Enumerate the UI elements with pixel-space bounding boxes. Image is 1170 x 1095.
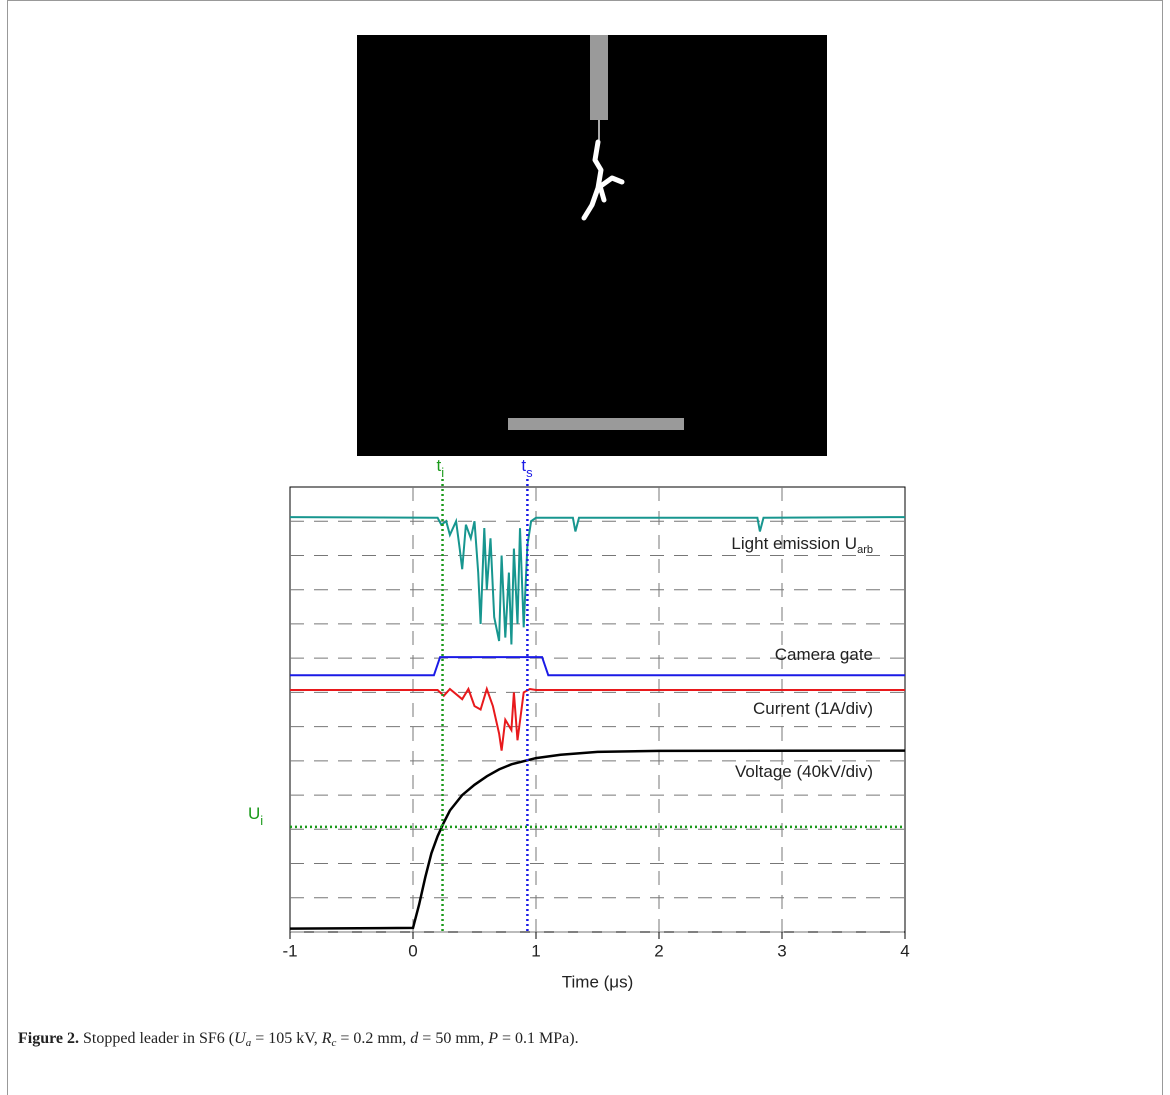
caption-text: U <box>234 1030 246 1047</box>
caption-text: d <box>410 1030 419 1047</box>
caption-text: c <box>331 1037 337 1049</box>
trace-label-subscript: arb <box>857 544 873 556</box>
x-tick-label: 1 <box>531 941 540 960</box>
trace <box>290 685 905 751</box>
x-tick-label: 3 <box>777 941 786 960</box>
plot-frame <box>289 486 906 933</box>
marker-label-subscript: i <box>441 465 444 480</box>
trace-label-text: Voltage (40kV/div) <box>735 762 873 781</box>
x-axis-label: Time (μs) <box>562 972 634 991</box>
caption: Figure 2. Stopped leader in SF6 (Ua = 10… <box>18 1030 579 1049</box>
marker-label: ts <box>521 456 533 480</box>
caption-text: Stopped leader in SF6 ( <box>79 1030 235 1047</box>
photo <box>357 35 827 456</box>
caption-text: = 0.1 MPa). <box>498 1030 579 1047</box>
caption-text: = 105 kV, <box>251 1030 322 1047</box>
marker-label-text: U <box>248 804 260 823</box>
marker-label-subscript: s <box>526 465 533 480</box>
trace-label-text: Current (1A/div) <box>753 699 873 718</box>
trace-label-text: Camera gate <box>775 645 873 664</box>
trace <box>289 516 906 645</box>
trace-label: Voltage (40kV/div) <box>735 762 873 781</box>
trace-label-text: Light emission U <box>731 534 857 553</box>
marker-label-text: t <box>521 456 526 475</box>
marker-label: ti <box>437 456 445 480</box>
plane-electrode <box>508 418 684 430</box>
trace <box>290 656 905 677</box>
marker-label: Ui <box>248 804 263 828</box>
caption-text: = 50 mm, <box>418 1030 489 1047</box>
marker-label-subscript: i <box>260 813 263 828</box>
leader-channel <box>581 139 625 221</box>
caption-label: Figure 2. <box>18 1030 80 1047</box>
figure-border <box>7 0 1163 1095</box>
caption-text: = 0.2 mm, <box>336 1030 411 1047</box>
x-tick-label: 2 <box>654 941 663 960</box>
trace-label: Current (1A/div) <box>753 699 873 718</box>
x-tick-label: 4 <box>900 941 909 960</box>
caption-text: a <box>245 1037 252 1049</box>
marker-label-text: t <box>437 456 442 475</box>
needle-electrode <box>590 35 608 120</box>
x-tick-label: -1 <box>282 941 297 960</box>
trace <box>289 749 906 930</box>
caption-text: R <box>321 1030 332 1047</box>
caption-text: P <box>488 1030 498 1047</box>
trace-label: Light emission Uarb <box>731 534 873 555</box>
x-tick-label: 0 <box>408 941 417 960</box>
trace-label: Camera gate <box>775 645 873 664</box>
